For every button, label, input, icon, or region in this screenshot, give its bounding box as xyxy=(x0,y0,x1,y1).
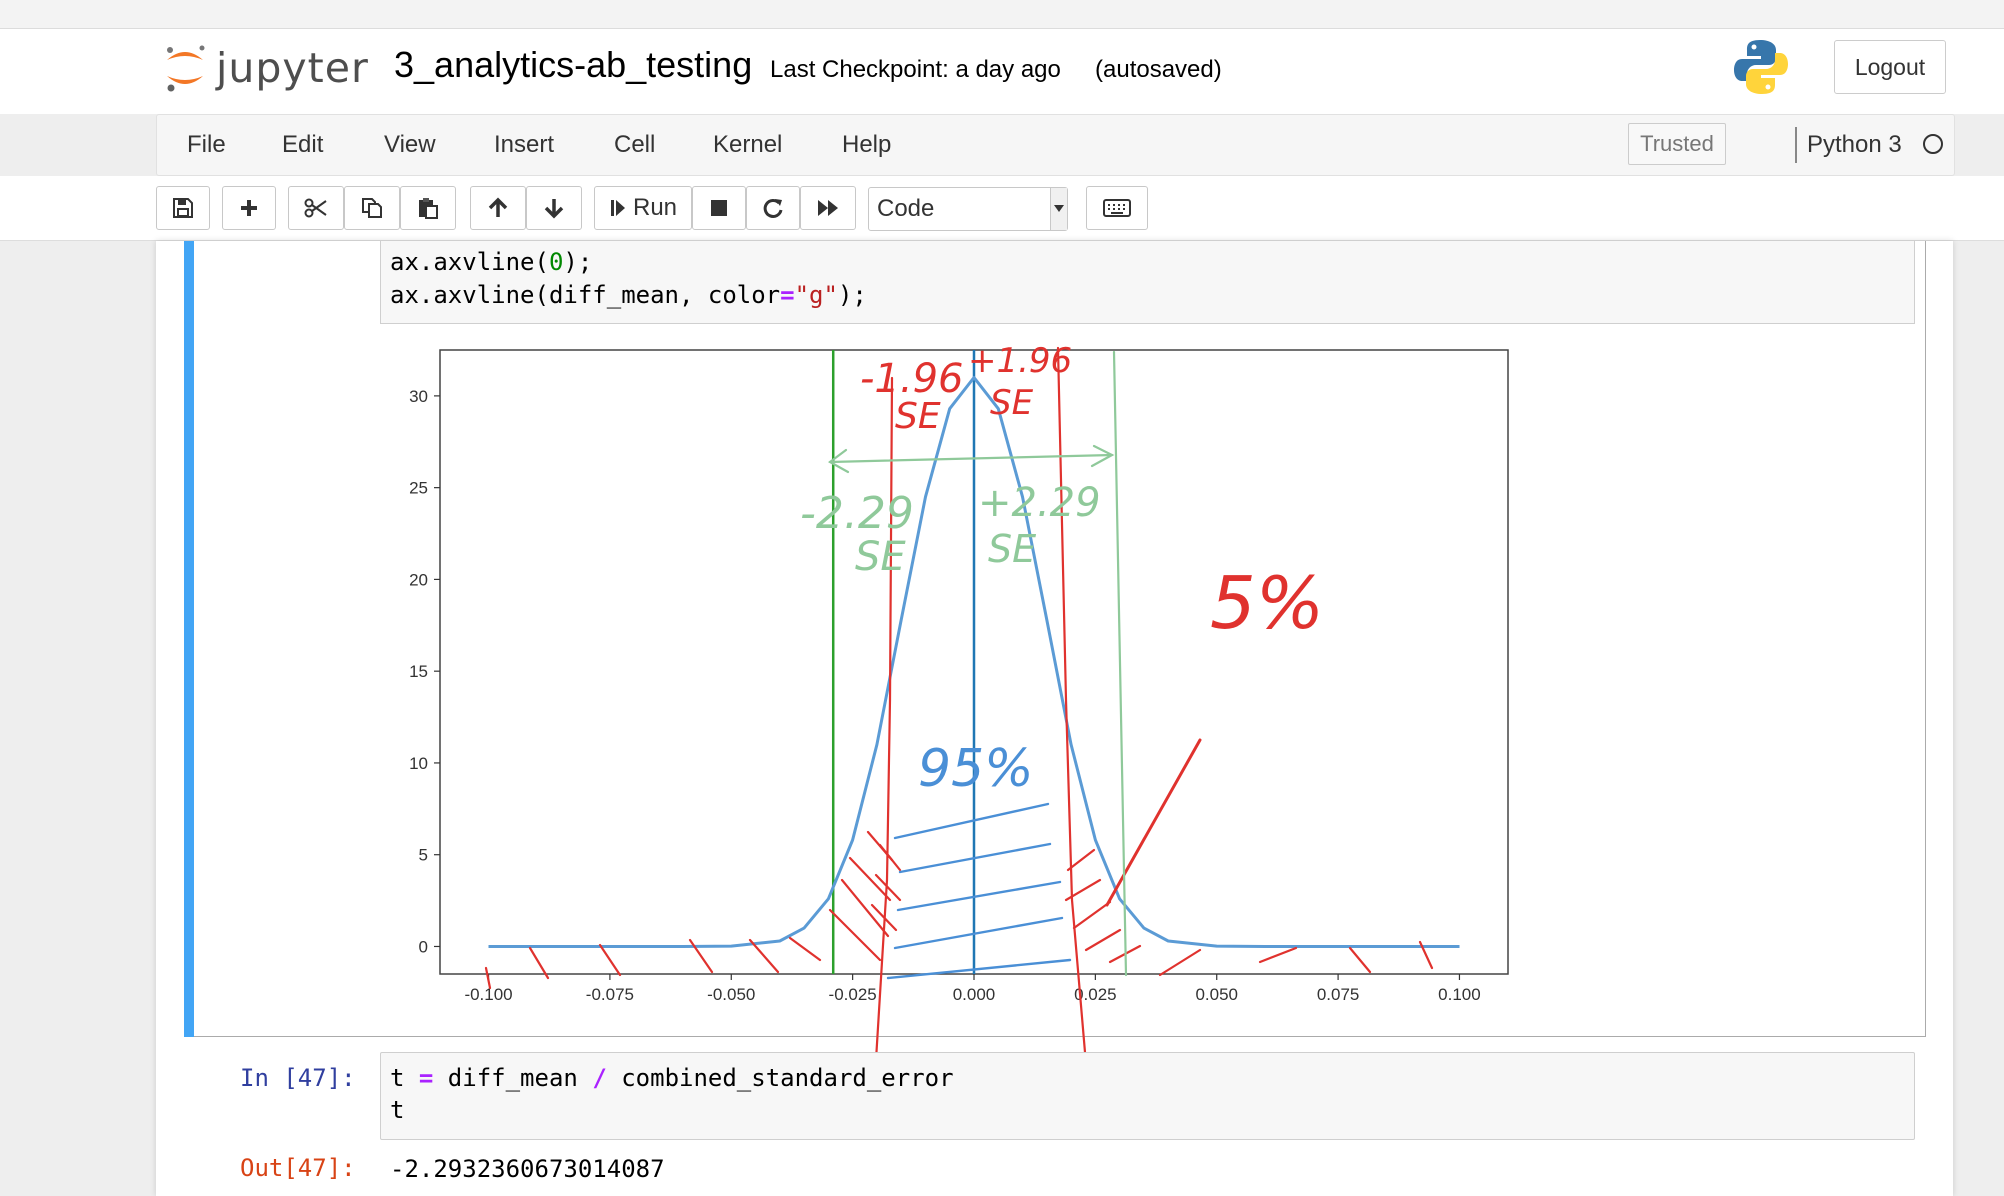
run-button[interactable]: Run xyxy=(594,186,692,230)
interrupt-button[interactable] xyxy=(692,186,746,230)
arrow-up-icon xyxy=(488,197,508,217)
menu-edit[interactable]: Edit xyxy=(282,131,324,158)
output-prompt: Out[47]: xyxy=(240,1154,356,1182)
input-prompt: In [47]: xyxy=(240,1064,356,1092)
x-tick-label: 0.050 xyxy=(1195,985,1238,1004)
python-logo-icon xyxy=(1734,40,1788,94)
cell-type-value: Code xyxy=(877,195,935,222)
restart-button[interactable] xyxy=(746,186,800,230)
x-tick-label: -0.075 xyxy=(586,985,634,1004)
cell-output: -2.2932360673014087 xyxy=(390,1155,665,1183)
plus-icon xyxy=(241,200,257,216)
menu-file[interactable]: File xyxy=(187,131,226,158)
move-down-button[interactable] xyxy=(526,186,582,230)
restart-run-all-button[interactable] xyxy=(800,186,856,230)
browser-top-strip xyxy=(0,0,2004,29)
chevron-down-icon xyxy=(1050,188,1067,230)
save-button[interactable] xyxy=(156,186,210,230)
x-tick-label: 0.025 xyxy=(1074,985,1117,1004)
x-tick-label: -0.050 xyxy=(707,985,755,1004)
selected-cell-indicator xyxy=(184,241,194,1037)
save-icon xyxy=(173,198,193,218)
arrow-down-icon xyxy=(544,199,564,219)
move-up-button[interactable] xyxy=(470,186,526,230)
x-tick-label: 0.000 xyxy=(953,985,996,1004)
code-line: t xyxy=(390,1096,405,1124)
y-tick-label: 15 xyxy=(409,662,428,681)
code-operator: = xyxy=(418,1064,434,1092)
y-tick-label: 30 xyxy=(409,387,428,406)
jupyter-logo[interactable]: jupyter xyxy=(162,40,369,96)
kernel-separator xyxy=(1795,127,1797,163)
code-operator: / xyxy=(592,1064,607,1092)
menu-insert[interactable]: Insert xyxy=(494,131,555,158)
code-number: 0 xyxy=(548,248,564,276)
code-input-area[interactable] xyxy=(380,241,1915,324)
kernel-idle-indicator xyxy=(1923,134,1943,154)
x-tick-label: 0.100 xyxy=(1438,985,1481,1004)
paste-button[interactable] xyxy=(400,186,456,230)
code-line: ax.axvline(diff_mean, color="g"); xyxy=(390,281,867,309)
jupyter-logo-text: jupyter xyxy=(216,44,369,92)
run-icon xyxy=(610,200,625,216)
autosave-status: (autosaved) xyxy=(1095,56,1222,83)
run-label: Run xyxy=(632,194,678,221)
checkpoint-status: Last Checkpoint: a day ago xyxy=(770,56,1061,83)
trusted-indicator[interactable]: Trusted xyxy=(1628,123,1726,165)
insert-cell-button[interactable] xyxy=(222,186,276,230)
menu-kernel[interactable]: Kernel xyxy=(713,131,783,158)
y-tick-label: 20 xyxy=(409,570,428,589)
code-operator: = xyxy=(780,281,795,309)
jupyter-logo-icon xyxy=(167,45,205,92)
stop-icon xyxy=(711,200,727,216)
menu-help[interactable]: Help xyxy=(842,131,892,158)
kernel-name[interactable]: Python 3 xyxy=(1807,131,1902,158)
cell-type-select[interactable]: Code xyxy=(868,187,1068,231)
logout-button[interactable]: Logout xyxy=(1834,40,1946,94)
y-tick-label: 25 xyxy=(409,479,428,498)
notebook-header xyxy=(0,29,2004,114)
menu-cell[interactable]: Cell xyxy=(614,131,656,158)
code-line: t = diff_mean / combined_standard_error xyxy=(390,1064,954,1092)
y-tick-label: 10 xyxy=(409,754,428,773)
cut-icon xyxy=(304,198,327,218)
distribution-plot: -0.100 -0.075 -0.050 -0.025 0.000 0.025 0.050 0… xyxy=(409,349,1509,1004)
code-input-area-2[interactable] xyxy=(380,1052,1915,1140)
restart-icon xyxy=(763,198,783,218)
cut-button[interactable] xyxy=(288,186,344,230)
command-palette-button[interactable] xyxy=(1086,186,1148,230)
code-line: ax.axvline(0); xyxy=(390,248,593,276)
y-tick-label: 5 xyxy=(419,846,428,865)
copy-button[interactable] xyxy=(344,186,400,230)
menu-view[interactable]: View xyxy=(384,131,436,158)
code-string: "g" xyxy=(794,281,838,309)
copy-icon xyxy=(362,198,382,218)
x-tick-label: -0.025 xyxy=(829,985,877,1004)
x-tick-label: -0.100 xyxy=(464,985,512,1004)
fast-forward-icon xyxy=(818,200,838,216)
keyboard-icon xyxy=(1103,199,1131,217)
x-tick-label: 0.075 xyxy=(1317,985,1360,1004)
notebook-title[interactable]: 3_analytics-ab_testing xyxy=(394,44,753,85)
paste-icon xyxy=(419,198,438,219)
y-tick-label: 0 xyxy=(419,937,428,956)
